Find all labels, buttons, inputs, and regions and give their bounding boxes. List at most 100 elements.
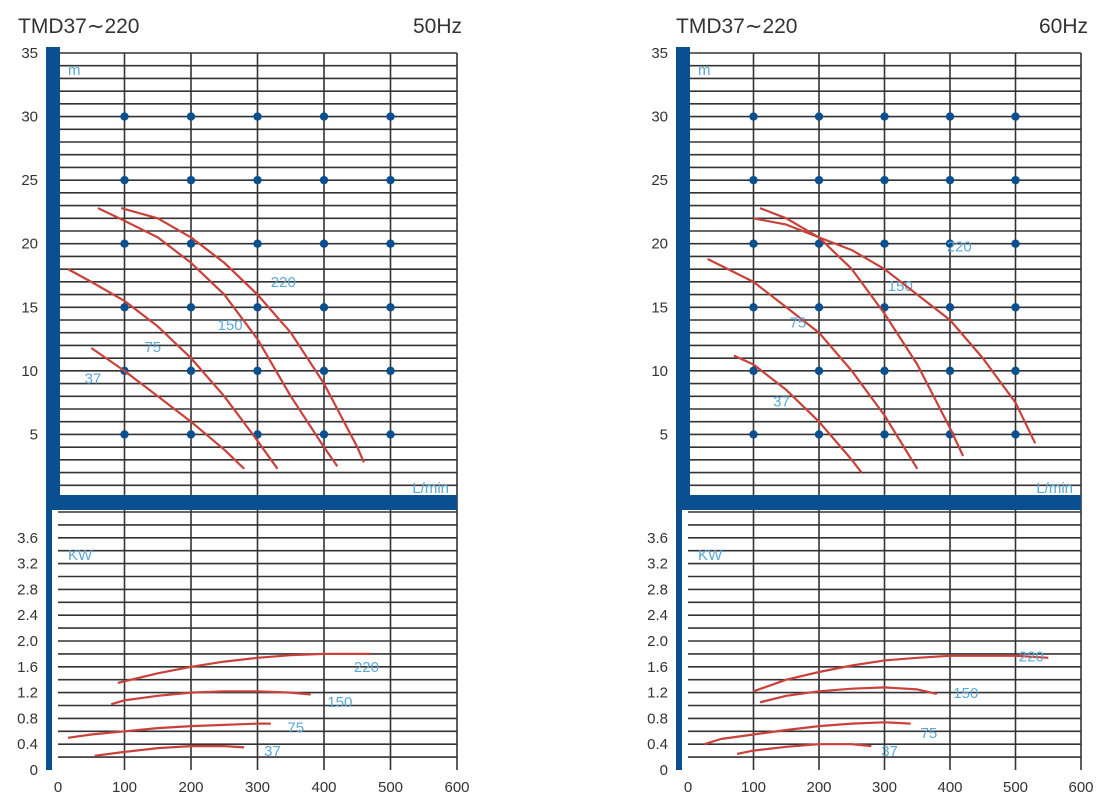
separator-bar: [46, 495, 457, 510]
grid-dot: [749, 430, 758, 439]
grid-dot: [120, 303, 129, 312]
power-unit-label: KW: [698, 547, 723, 564]
grid-dot: [880, 430, 889, 439]
x-tick-label: 300: [872, 779, 897, 796]
power-y-tick-label: 3.6: [647, 530, 668, 547]
x-tick-label: 300: [245, 779, 270, 796]
power-curve-37: [94, 745, 245, 757]
power-curve-label-150: 150: [327, 694, 352, 711]
head-y-tick-label: 15: [21, 299, 38, 316]
power-curve-label-220: 220: [354, 659, 379, 676]
x-tick-label: 600: [1068, 779, 1093, 796]
power-curve-220: [753, 654, 1049, 693]
grid-dot: [186, 112, 196, 121]
x-tick-label: 100: [112, 779, 137, 796]
power-y-tick-label: 3.2: [647, 556, 668, 573]
x-tick-label: 500: [1003, 779, 1028, 796]
head-curve-label-37: 37: [85, 371, 102, 388]
grid-dot: [120, 112, 129, 121]
head-y-tick-label: 10: [651, 363, 668, 380]
grid-dot: [880, 366, 889, 376]
grid-dot: [186, 366, 196, 376]
x-tick-label: 200: [178, 779, 203, 796]
power-y-tick-label: 1.2: [647, 685, 668, 702]
y-axis-bar: [676, 47, 690, 510]
power-curve-label-150: 150: [953, 685, 978, 702]
head-curve-label-75: 75: [790, 315, 807, 332]
power-y-tick-label: 2.4: [647, 607, 668, 624]
power-curve-label-75: 75: [287, 720, 304, 737]
grid-dot: [1011, 112, 1020, 121]
power-y-tick-label: 0.4: [647, 736, 668, 753]
grid-dot: [386, 239, 395, 248]
head-curve-75: [707, 258, 919, 470]
grid-dot: [749, 366, 758, 376]
grid-dot: [880, 175, 889, 185]
head-unit-label: m: [68, 62, 81, 79]
grid-dot: [749, 112, 758, 121]
head-unit-label: m: [698, 62, 711, 79]
grid-dot: [253, 112, 262, 121]
grid-dot: [253, 239, 262, 248]
grid-dot: [814, 175, 824, 185]
power-curve-150: [110, 690, 311, 706]
power-y-tick-label: 0: [660, 762, 668, 779]
frequency-label: 60Hz: [1039, 15, 1088, 38]
grid-dot: [880, 239, 889, 248]
head-curve-label-220: 220: [271, 274, 296, 291]
power-y-tick-label: 3.2: [17, 556, 38, 573]
head-curve-220: [753, 217, 1037, 444]
power-unit-label: KW: [68, 547, 93, 564]
grid-dot: [749, 175, 758, 185]
head-curve-label-37: 37: [773, 393, 790, 410]
grid-dot: [1011, 430, 1020, 439]
grid-dot: [120, 239, 129, 248]
power-y-tick-label: 0.8: [17, 710, 38, 727]
grid-dot: [386, 175, 395, 185]
grid-dot: [814, 430, 824, 439]
grid-dot: [319, 366, 329, 376]
power-curve-label-75: 75: [921, 725, 938, 742]
grid-dot: [945, 366, 955, 376]
head-y-tick-label: 20: [21, 236, 38, 253]
power-curve-220: [117, 652, 371, 684]
power-curve-150: [759, 686, 938, 704]
power-y-tick-label: 1.2: [17, 685, 38, 702]
grid-dot: [945, 239, 955, 248]
head-y-tick-label: 5: [30, 426, 38, 443]
head-y-tick-label: 15: [651, 299, 668, 316]
grid-dot: [814, 303, 824, 312]
head-y-tick-label: 30: [651, 109, 668, 126]
head-curve-label-150: 150: [888, 278, 913, 295]
grid-dot: [319, 112, 329, 121]
grid-dot: [186, 175, 196, 185]
power-curve-label-37: 37: [264, 743, 281, 760]
grid-dot: [1011, 175, 1020, 185]
grid-dot: [186, 303, 196, 312]
head-y-tick-label: 5: [660, 426, 668, 443]
head-curve-37: [90, 347, 245, 470]
power-curve-75: [67, 722, 271, 739]
head-y-tick-label: 35: [21, 45, 38, 62]
power-y-tick-label: 0.8: [647, 710, 668, 727]
grid-dot: [814, 366, 824, 376]
x-tick-label: 200: [806, 779, 831, 796]
head-curve-37: [733, 354, 863, 474]
grid-dot: [386, 430, 395, 439]
x-tick-label: 400: [937, 779, 962, 796]
head-y-tick-label: 35: [651, 45, 668, 62]
grid-dot: [319, 303, 329, 312]
grid-dot: [945, 175, 955, 185]
chart-title: TMD37∼220: [676, 15, 797, 38]
grid-dot: [186, 430, 196, 439]
grid-dot: [814, 239, 824, 248]
x-tick-label: 500: [378, 779, 403, 796]
grid-dot: [386, 366, 395, 376]
power-y-tick-label: 2.0: [647, 633, 668, 650]
head-curve-label-75: 75: [144, 339, 161, 356]
grid-dot: [749, 303, 758, 312]
grid-dot: [386, 303, 395, 312]
head-y-tick-label: 25: [651, 172, 668, 189]
power-y-tick-label: 1.6: [647, 659, 668, 676]
power-y-tick-label: 0.4: [17, 736, 38, 753]
